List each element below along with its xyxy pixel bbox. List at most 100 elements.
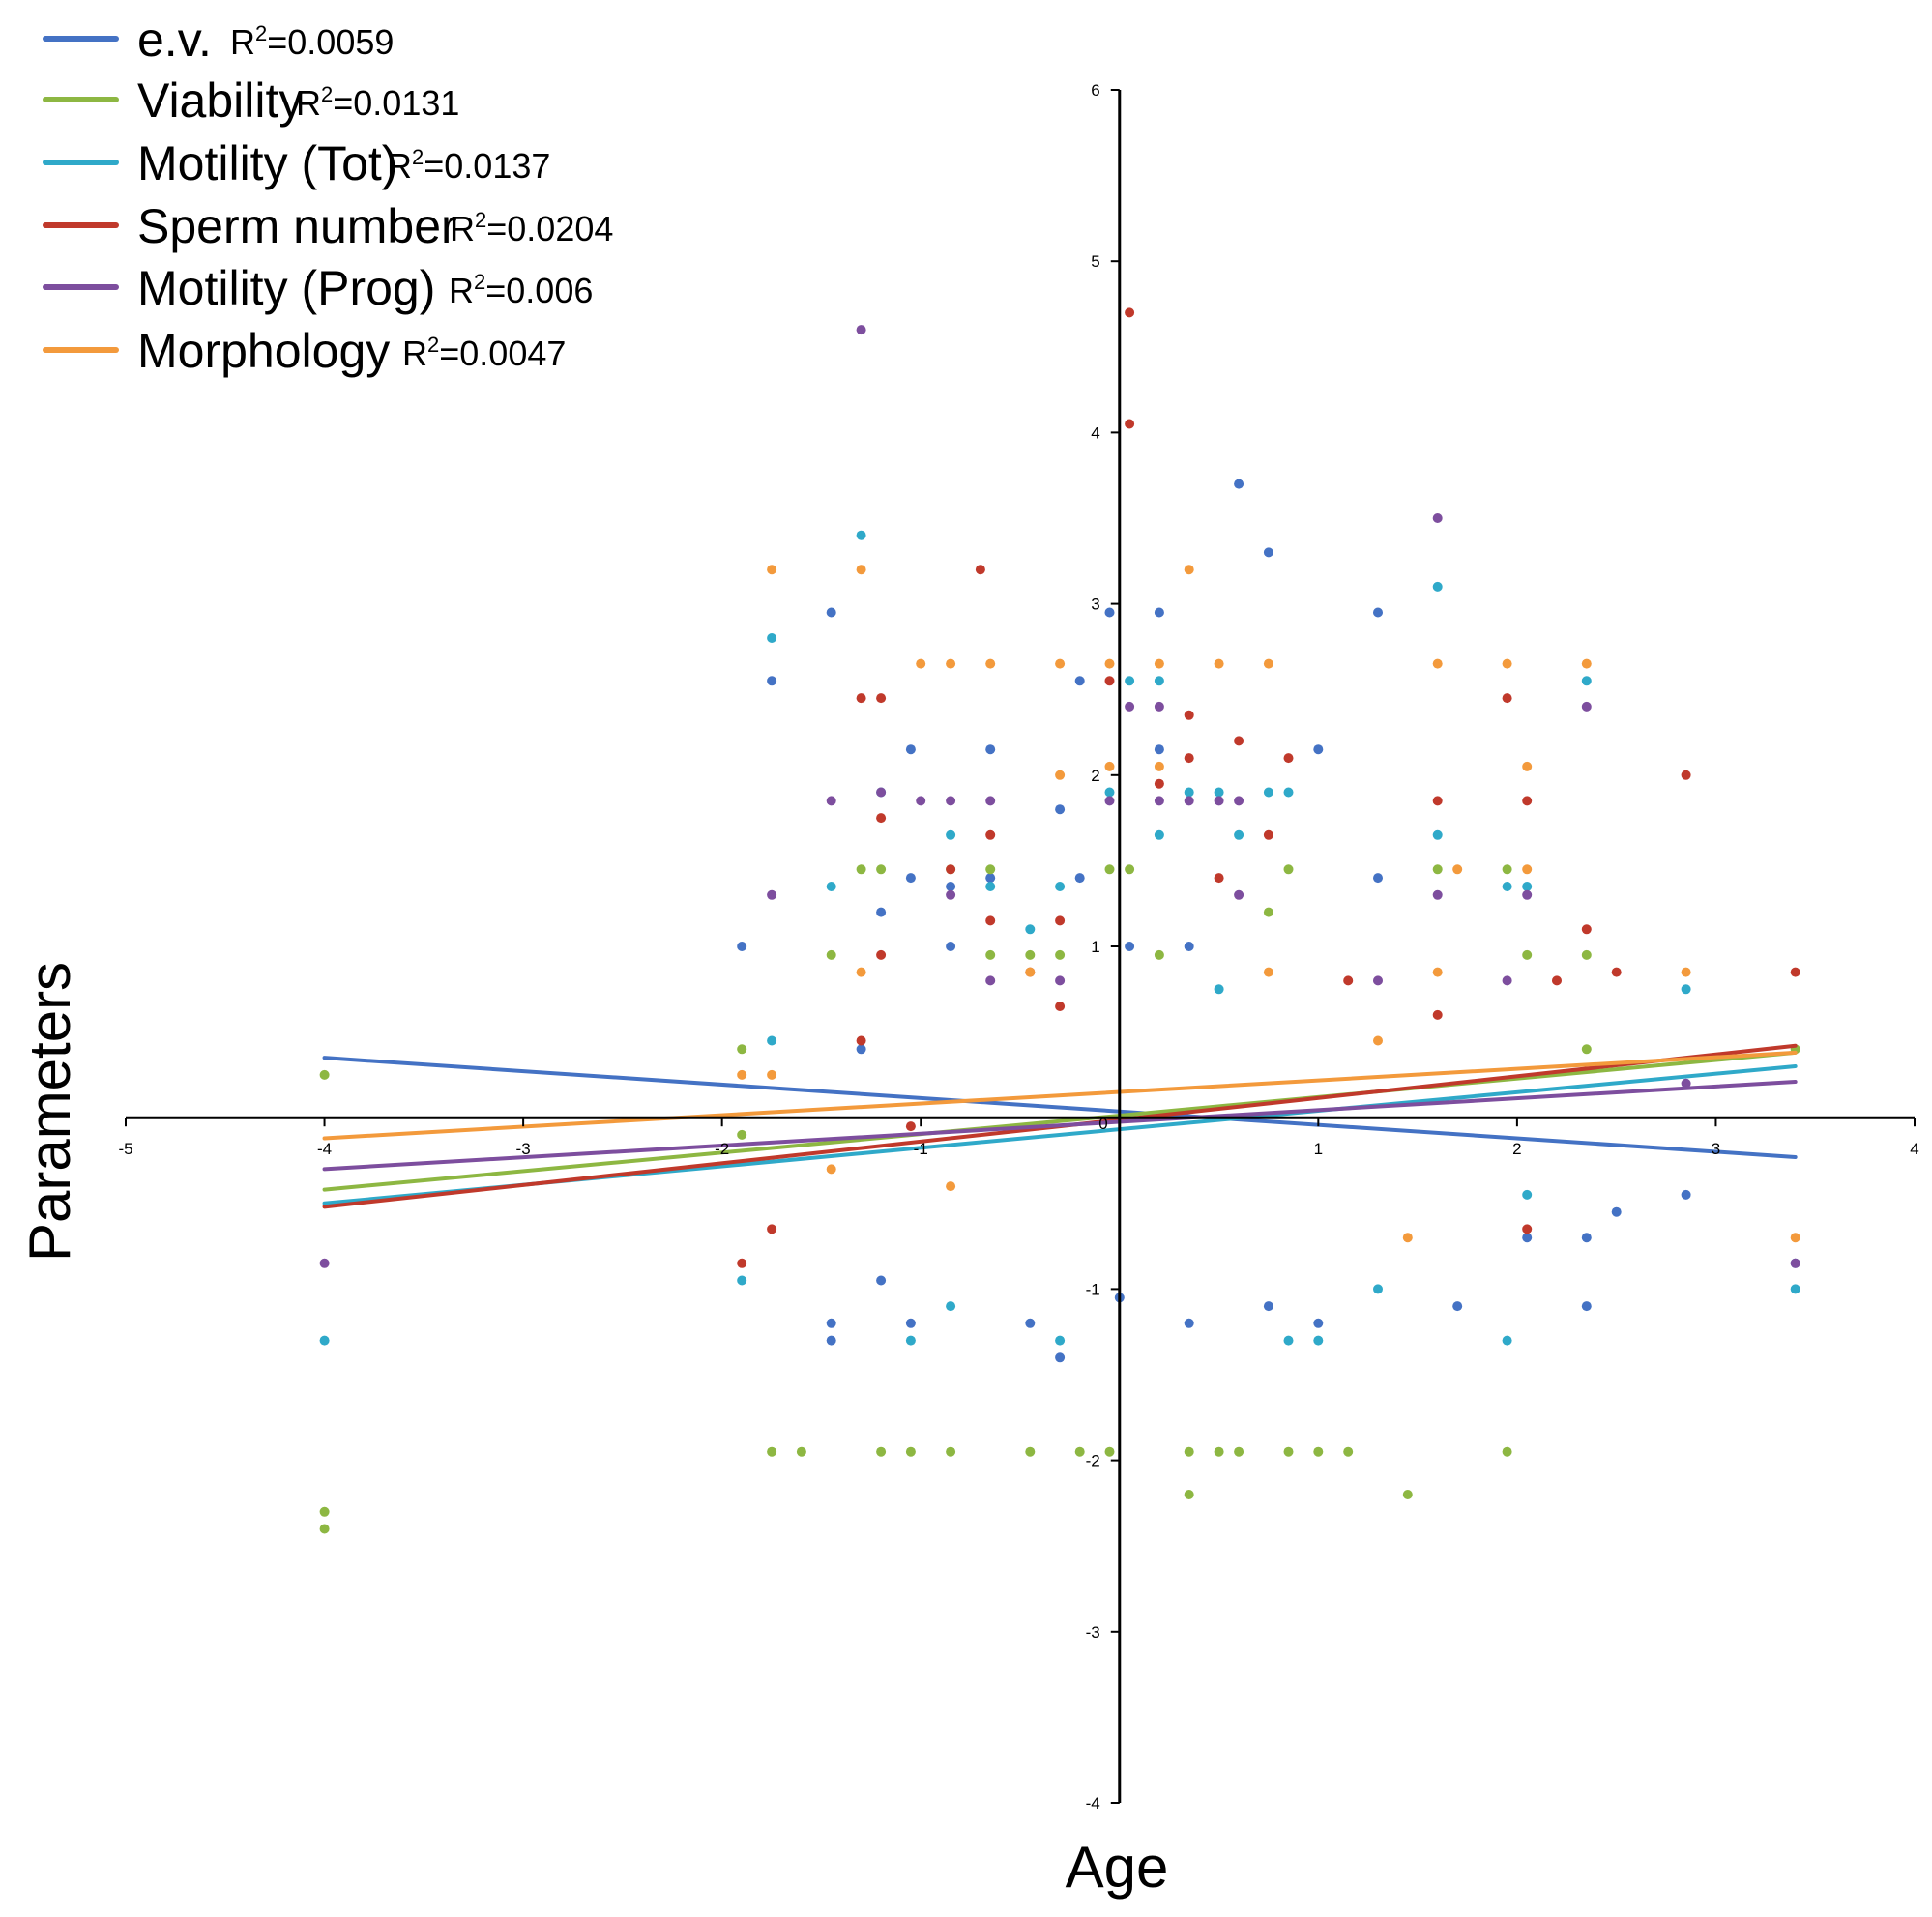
point-5-4: [856, 565, 866, 575]
point-2-20: [1214, 984, 1224, 995]
x-tick-label-9: 4: [1910, 1140, 1918, 1158]
point-0-23: [1154, 607, 1164, 618]
point-3-18: [1154, 778, 1164, 789]
x-tick-label-7: 2: [1512, 1140, 1521, 1158]
point-5-27: [1522, 761, 1533, 771]
point-5-29: [1581, 658, 1592, 669]
point-1-10: [876, 1446, 887, 1457]
point-1-5: [767, 1446, 777, 1457]
point-1-6: [796, 1446, 806, 1457]
point-0-33: [1373, 873, 1383, 884]
point-0-17: [1055, 1352, 1066, 1363]
x-tick-label-1: -4: [317, 1140, 332, 1158]
point-1-25: [1184, 1490, 1194, 1499]
point-0-15: [1025, 1318, 1036, 1328]
point-4-4: [876, 787, 887, 798]
point-1-0: [319, 1069, 330, 1080]
point-5-15: [1154, 761, 1164, 771]
point-5-11: [1055, 658, 1066, 669]
point-0-27: [1234, 479, 1244, 489]
point-1-4: [737, 1129, 747, 1140]
point-0-9: [905, 873, 916, 884]
point-0-20: [1104, 607, 1115, 618]
point-1-24: [1184, 1446, 1194, 1457]
point-1-34: [1432, 864, 1443, 875]
point-2-28: [1432, 829, 1443, 840]
point-5-1: [767, 565, 777, 575]
y-tick-label-8: 4: [1091, 423, 1099, 442]
point-2-24: [1283, 1335, 1294, 1346]
point-2-21: [1234, 829, 1244, 840]
point-4-25: [1681, 1078, 1691, 1089]
point-2-4: [826, 882, 836, 891]
legend-r2-2: R2=0.0137: [387, 145, 550, 186]
point-4-26: [1790, 1258, 1800, 1268]
point-5-17: [1184, 565, 1194, 575]
point-1-9: [876, 864, 887, 875]
point-5-21: [1373, 1035, 1383, 1046]
point-3-16: [1125, 307, 1135, 318]
point-1-31: [1313, 1446, 1324, 1457]
point-2-34: [1681, 984, 1691, 995]
point-3-32: [1581, 924, 1592, 935]
point-1-7: [826, 949, 836, 960]
point-5-26: [1502, 658, 1512, 669]
x-tick-label-6: 1: [1314, 1140, 1323, 1158]
point-2-10: [985, 882, 996, 891]
point-1-38: [1581, 949, 1592, 960]
point-1-27: [1234, 1446, 1244, 1457]
point-0-2: [826, 607, 836, 618]
point-4-9: [985, 975, 996, 986]
point-4-2: [826, 796, 836, 806]
point-1-33: [1402, 1490, 1413, 1499]
point-0-38: [1611, 1206, 1622, 1217]
point-2-9: [946, 1301, 956, 1312]
x-tick-label-0: -5: [118, 1140, 132, 1158]
point-2-17: [1154, 829, 1164, 840]
point-5-30: [1681, 967, 1691, 977]
point-5-25: [1452, 864, 1463, 875]
point-4-1: [767, 889, 777, 900]
point-0-3: [826, 1335, 836, 1346]
point-5-23: [1432, 658, 1443, 669]
point-5-22: [1402, 1233, 1413, 1243]
point-3-17: [1125, 419, 1135, 429]
trend-line-1: [322, 1050, 1798, 1192]
point-3-29: [1522, 796, 1533, 806]
point-5-3: [826, 1164, 836, 1175]
point-0-32: [1373, 607, 1383, 618]
point-3-8: [946, 864, 956, 875]
point-2-31: [1522, 882, 1533, 891]
origin-label: 0: [1098, 1115, 1107, 1133]
point-3-23: [1263, 829, 1273, 840]
point-2-3: [767, 1035, 777, 1046]
point-2-14: [1104, 787, 1115, 798]
legend-r2-5: R2=0.0047: [402, 333, 566, 373]
point-2-29: [1502, 882, 1512, 891]
trend-line-0: [322, 1056, 1798, 1159]
point-1-14: [985, 864, 996, 875]
point-2-25: [1313, 1335, 1324, 1346]
point-4-13: [1154, 701, 1164, 712]
legend-name-5: Morphology: [137, 324, 390, 378]
point-4-8: [985, 796, 996, 806]
y-tick-label-7: 3: [1091, 595, 1099, 614]
point-0-35: [1522, 1233, 1533, 1243]
point-1-28: [1263, 907, 1273, 917]
legend-name-3: Sperm number: [137, 199, 457, 253]
point-0-1: [767, 676, 777, 686]
point-4-23: [1522, 889, 1533, 900]
point-2-19: [1214, 787, 1224, 798]
point-3-6: [876, 949, 887, 960]
point-3-31: [1552, 975, 1562, 986]
point-1-17: [1025, 1446, 1036, 1457]
point-0-30: [1313, 744, 1324, 755]
point-0-24: [1154, 744, 1164, 755]
point-3-33: [1611, 967, 1622, 977]
y-tick-label-3: -1: [1086, 1280, 1100, 1298]
trend-lines: [322, 1043, 1798, 1209]
point-0-6: [876, 907, 887, 917]
legend-r2-1: R2=0.0131: [296, 82, 459, 123]
point-0-10: [905, 1318, 916, 1328]
y-tick-label-0: -4: [1086, 1794, 1100, 1813]
